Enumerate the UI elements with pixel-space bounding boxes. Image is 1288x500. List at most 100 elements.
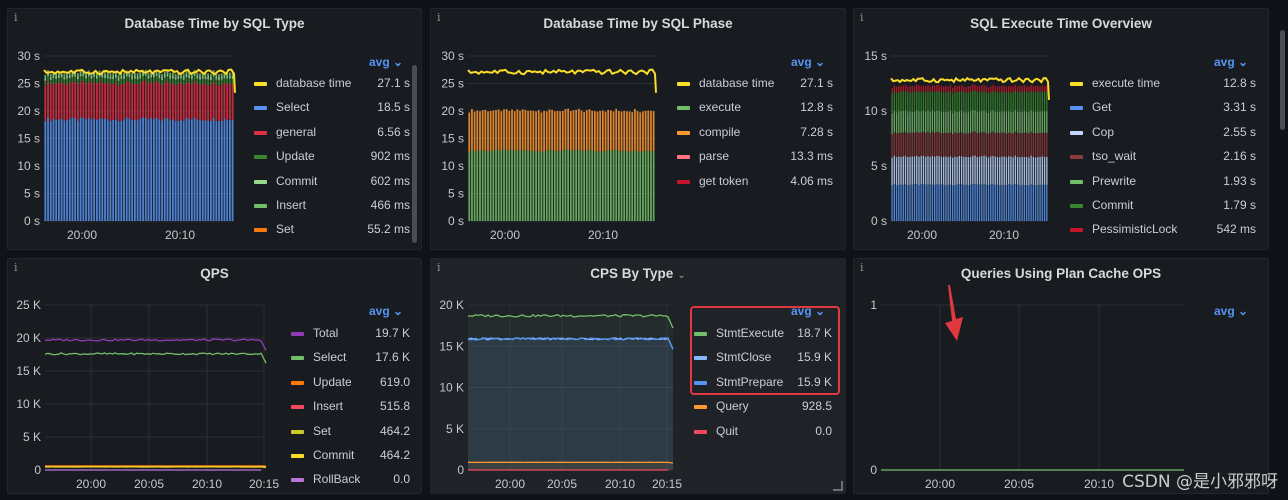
stack-bar [994,156,996,185]
legend-scrollbar[interactable] [412,65,417,243]
legend-item[interactable]: database time 27.1 s [677,71,833,95]
legend-item[interactable]: general 6.56 s [254,120,410,144]
legend-swatch [1070,106,1083,111]
legend-item[interactable]: StmtExecute 18.7 K [694,321,832,345]
legend-name: Select [313,350,347,365]
panel-title[interactable]: QPS [200,266,229,281]
stack-bar [954,185,956,221]
stack-bar [218,120,220,221]
legend-item[interactable]: Quit 0.0 [694,419,832,443]
avg-sort-dropdown[interactable]: avg ⌄ [369,55,404,69]
legend-item[interactable]: Select 18.5 s [254,95,410,119]
stack-bar [913,111,916,133]
info-icon[interactable]: i [860,261,864,274]
stack-bar [949,110,952,133]
legend-item[interactable]: Update 619.0 [291,370,410,394]
legend-item[interactable]: execute time 12.8 s [1070,71,1256,95]
stack-bar [593,111,596,151]
stack-bar [215,76,218,80]
panel-title[interactable]: CPS By Type ⌄ [590,266,686,281]
legend-item[interactable]: Commit 602 ms [254,169,410,193]
legend-item[interactable]: Insert 515.8 [291,394,410,418]
legend-item[interactable]: Set 55.2 ms [254,217,410,241]
avg-sort-dropdown[interactable]: avg ⌄ [791,55,826,69]
stack-bar [936,111,938,132]
stack-bar [207,84,210,121]
stack-bar [981,85,983,92]
stack-bar [951,134,954,158]
stack-bar [965,92,967,113]
legend-item[interactable]: get token 4.06 ms [677,169,833,193]
panel-title[interactable]: Database Time by SQL Type [124,16,305,31]
legend-item[interactable]: Commit 464.2 [291,443,410,467]
stack-bar [489,151,492,221]
stack-bar [128,77,131,83]
y-tick-label: 15 K [16,364,41,378]
stack-bar [223,83,226,119]
legend-name: Commit [276,173,318,188]
panel-title[interactable]: Database Time by SQL Phase [543,16,733,31]
panel-title[interactable]: SQL Execute Time Overview [970,16,1152,31]
stack-bar [133,72,136,76]
stack-bar [1012,133,1014,158]
stack-bar [60,77,63,83]
avg-sort-dropdown[interactable]: avg ⌄ [1214,304,1249,318]
legend-item[interactable]: Update 902 ms [254,144,410,168]
legend-item[interactable]: Total 19.7 K [291,321,410,345]
legend-item[interactable]: Get 3.31 s [1070,95,1256,119]
info-icon[interactable]: i [14,11,18,24]
stack-bar [1043,111,1046,133]
stack-bar [1003,156,1005,185]
page-scrollbar[interactable] [1280,30,1285,130]
stack-bar [967,112,969,134]
legend-item[interactable]: RollBack 0.0 [291,467,410,491]
avg-sort-dropdown[interactable]: avg ⌄ [1214,55,1249,69]
stack-bar [79,73,82,77]
avg-sort-dropdown[interactable]: avg ⌄ [369,304,404,318]
stack-bar [647,151,650,221]
stack-bar [93,118,96,221]
stack-bar [95,119,98,221]
stack-bar [133,78,136,84]
legend-item[interactable]: tso_wait 2.16 s [1070,144,1256,168]
stack-bar [898,132,900,157]
stack-bar [1041,85,1044,92]
chevron-down-icon[interactable]: ⌄ [677,270,686,281]
legend-item[interactable]: database time 27.1 s [254,71,410,95]
stack-bar [218,74,220,77]
legend-item[interactable]: compile 7.28 s [677,120,833,144]
legend-item[interactable]: Set 464.2 [291,419,410,443]
info-icon[interactable]: i [860,11,864,24]
legend-item[interactable]: Commit 1.79 s [1070,193,1256,217]
legend-value: 542 ms [1216,222,1256,237]
stack-bar [44,77,47,81]
info-icon[interactable]: i [437,11,441,24]
legend-item[interactable]: Select 17.6 K [291,345,410,369]
resize-handle[interactable] [833,481,843,491]
stack-bar [925,132,927,157]
stack-bar [1021,133,1023,157]
legend-item[interactable]: PessimisticLock 542 ms [1070,217,1256,241]
legend-item[interactable]: Insert 466 ms [254,193,410,217]
legend-item[interactable]: parse 13.3 ms [677,144,833,168]
x-tick-label: 20:05 [1004,477,1034,491]
stack-bar [947,132,949,158]
legend-item[interactable]: StmtClose 15.9 K [694,345,832,369]
legend-swatch [677,82,690,86]
legend-value: 0.0 [393,472,410,487]
legend-item[interactable]: Prewrite 1.93 s [1070,169,1256,193]
info-icon[interactable]: i [437,261,441,274]
info-icon[interactable]: i [14,261,18,274]
legend-swatch [254,82,267,86]
stack-bar [1003,184,1005,221]
legend-item[interactable]: Query 928.5 [694,394,832,418]
legend-item[interactable]: execute 12.8 s [677,95,833,119]
panel-title[interactable]: Queries Using Plan Cache OPS [960,266,1162,281]
stack-bar [972,84,974,91]
stack-bar [1008,184,1010,221]
stack-bar [918,111,920,133]
stack-bar [593,150,596,221]
stack-bar [902,110,904,133]
legend-item[interactable]: Cop 2.55 s [1070,120,1256,144]
legend-item[interactable]: StmtPrepare 15.9 K [694,370,832,394]
